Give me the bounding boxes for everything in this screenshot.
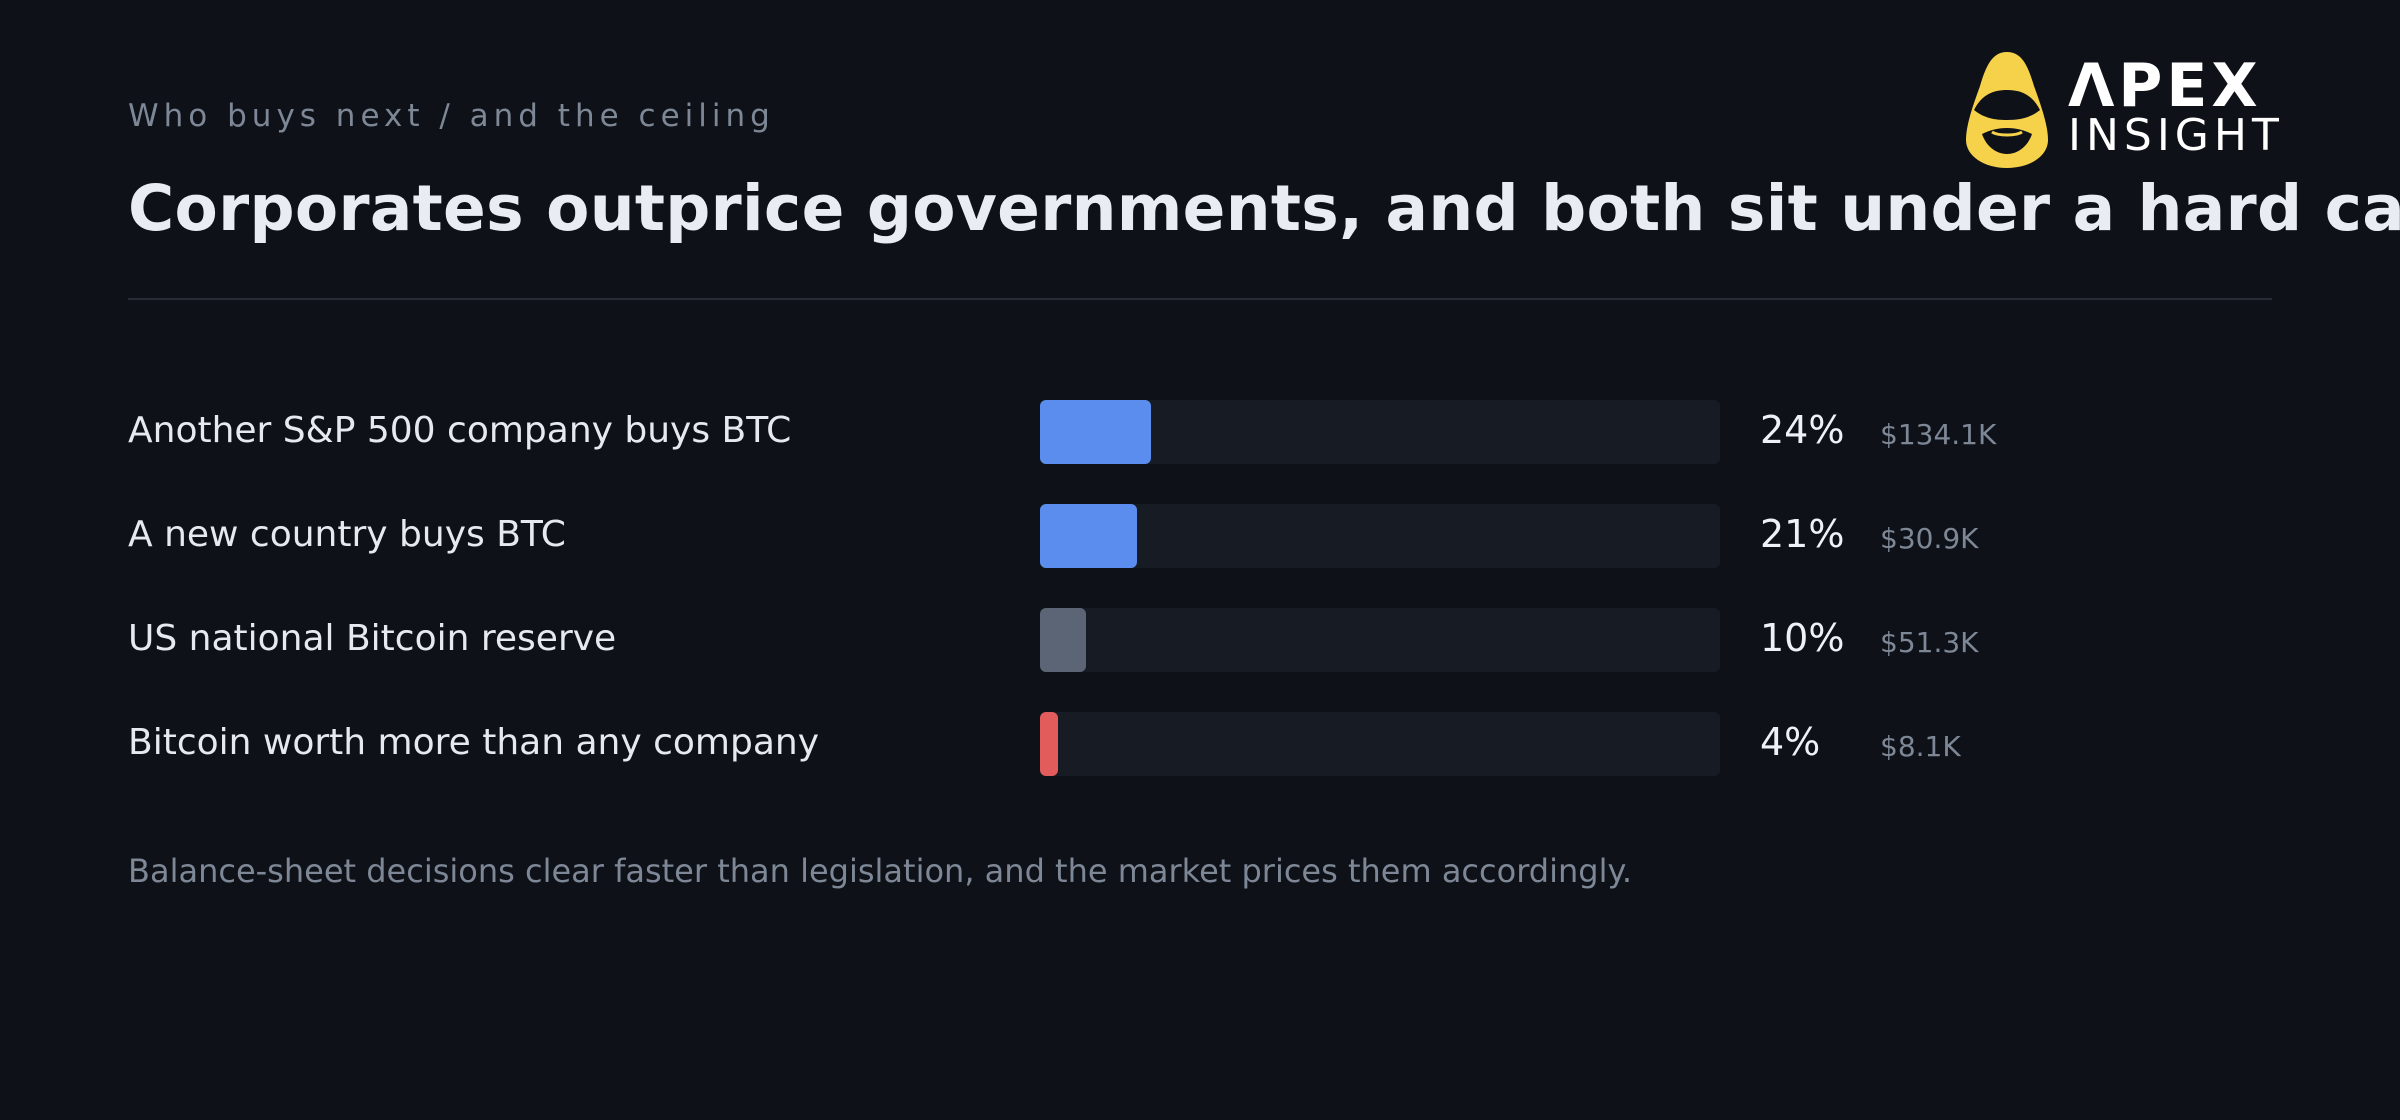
bar-value-label: 24%: [1760, 408, 1845, 452]
bar-track: [1040, 400, 1720, 464]
bar-label: Bitcoin worth more than any company: [128, 722, 820, 763]
bar-value-label: 21%: [1760, 512, 1845, 556]
volume-label: $8.1K: [1880, 730, 1961, 763]
volume-label: $134.1K: [1880, 418, 1997, 451]
kicker: Who buys next / and the ceiling: [128, 98, 775, 134]
bar-value-label: 4%: [1760, 720, 1821, 764]
divider: [128, 298, 2272, 300]
bar-label: A new country buys BTC: [128, 514, 566, 555]
bar: [1040, 400, 1151, 464]
footnote: Balance-sheet decisions clear faster tha…: [128, 852, 1633, 890]
bar: [1040, 712, 1059, 776]
bar-track: [1040, 608, 1720, 672]
logo-subtitle: INSIGHT: [2068, 110, 2284, 161]
bar-track: [1040, 504, 1720, 568]
bar-label: US national Bitcoin reserve: [128, 618, 617, 659]
helmet-icon: [1966, 52, 2048, 168]
volume-label: $30.9K: [1880, 522, 1979, 555]
logo-wordmark: ΛPEX: [2068, 51, 2262, 121]
bar: [1040, 608, 1087, 672]
brand-logo: ΛPEX INSIGHT: [1964, 50, 2279, 172]
bar-value-label: 10%: [1760, 616, 1845, 660]
bar-label: Another S&P 500 company buys BTC: [128, 410, 792, 451]
page-title: Corporates outprice governments, and bot…: [128, 172, 2400, 245]
bar-track: [1040, 712, 1720, 776]
bar: [1040, 504, 1138, 568]
volume-label: $51.3K: [1880, 626, 1979, 659]
